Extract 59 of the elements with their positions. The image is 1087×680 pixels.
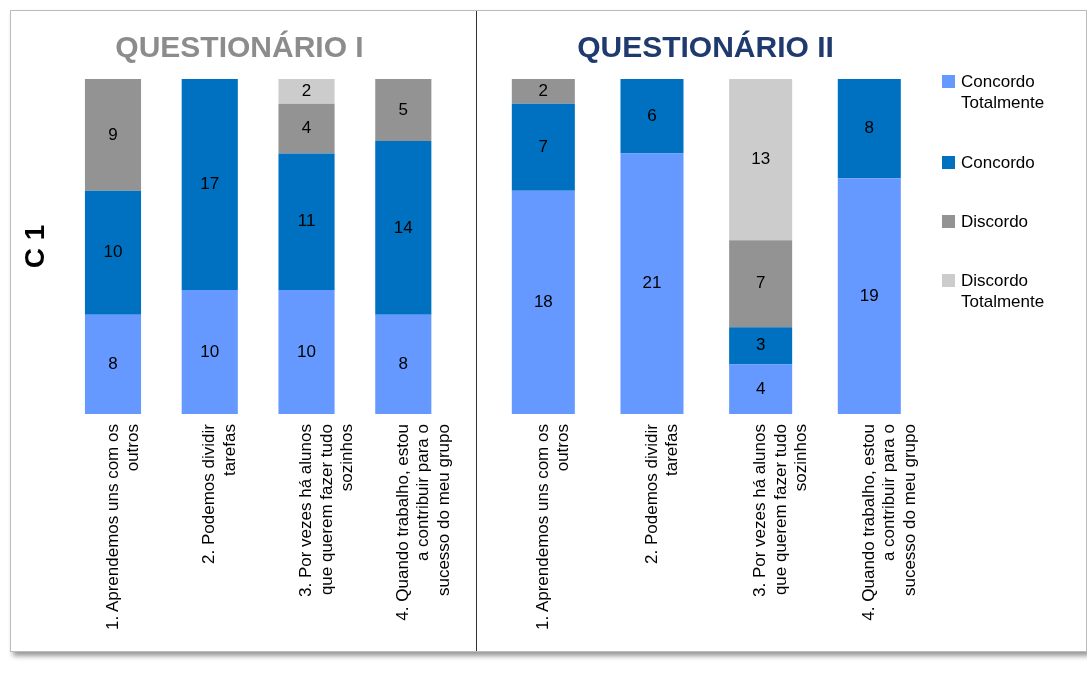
bar (278, 289, 335, 415)
x-tick-label: 2. Podemos dividir tarefas (641, 423, 682, 564)
bar (181, 289, 238, 415)
bar (278, 153, 335, 290)
data-label: 17 (200, 174, 220, 194)
data-label: 19 (859, 285, 879, 305)
bar (837, 79, 901, 179)
data-label: 2 (538, 81, 549, 101)
x-tick-label: 1. Aprendemos uns com os outros (533, 424, 573, 631)
bar (620, 79, 684, 154)
data-label: 13 (751, 149, 771, 169)
bar (729, 240, 793, 328)
data-label: 8 (108, 354, 118, 374)
bar (511, 190, 575, 415)
chart-title: QUESTIONÁRIO II (577, 30, 834, 64)
data-label: 18 (533, 292, 553, 312)
bar (511, 79, 575, 104)
x-tick-label: 2. Podemos dividir tarefas (199, 423, 239, 564)
legend-label: Concordo (961, 151, 1035, 173)
bar (84, 79, 142, 191)
data-label: 7 (538, 136, 549, 156)
data-label: 14 (393, 217, 413, 237)
chart-title: QUESTIONÁRIO I (115, 30, 364, 64)
bar (84, 190, 142, 315)
data-label: 10 (297, 341, 316, 361)
bar (375, 141, 432, 315)
bar (511, 103, 575, 191)
data-label: 8 (398, 354, 409, 374)
data-label: 5 (398, 99, 409, 119)
data-label: 10 (103, 242, 123, 262)
data-label: 4 (301, 118, 312, 138)
legend-label: Discordo Totalmente (961, 270, 1046, 313)
data-label: 6 (647, 105, 657, 125)
y-axis-title: C 1 (18, 224, 50, 269)
bar (837, 178, 901, 415)
data-label: 7 (755, 273, 766, 293)
x-tick-label: 3. Por vezes há alunos que querem fazer tudo sozinhos (750, 424, 811, 598)
data-label: 3 (755, 335, 766, 355)
x-tick-label: 3. Por vezes há alunos que querem fazer tudo sozinhos (296, 424, 357, 598)
bar (278, 79, 335, 104)
bar (375, 314, 432, 415)
bar (375, 79, 432, 142)
bar (729, 327, 793, 365)
bar (729, 79, 793, 241)
legend-label: Discordo (961, 210, 1029, 232)
bar (278, 103, 335, 154)
data-label: 8 (864, 118, 875, 138)
data-label: 2 (301, 81, 312, 101)
data-label: 9 (108, 124, 118, 144)
data-label: 21 (642, 273, 662, 293)
x-tick-label: 1. Aprendemos uns com os outros (102, 424, 143, 631)
bar (729, 364, 793, 415)
bar (84, 314, 142, 415)
data-label: 10 (200, 341, 220, 361)
bar (620, 153, 684, 415)
data-label: 11 (297, 211, 316, 231)
bar (181, 79, 238, 290)
data-label: 4 (755, 378, 766, 398)
legend-label: Concordo Totalmente (961, 71, 1046, 114)
